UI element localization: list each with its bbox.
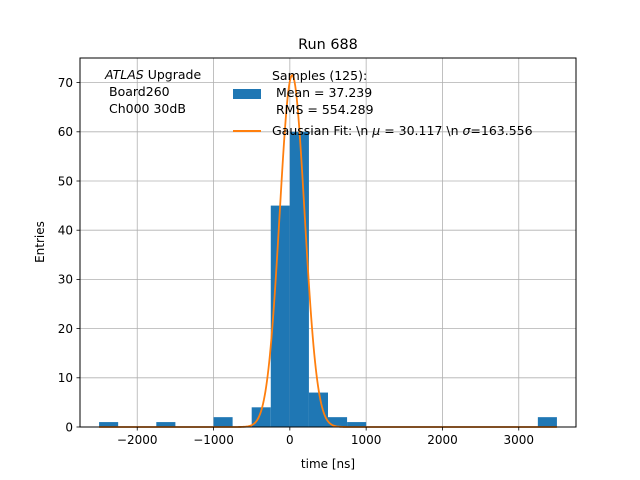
x-tick-label: 3000 [503, 433, 534, 447]
legend-fit-mu: μ [371, 123, 380, 138]
histogram-bar [308, 392, 328, 427]
annotation-channel: Ch000 30dB [109, 101, 186, 116]
legend-samples-line-3: RMS = 554.289 [276, 102, 374, 117]
y-tick-label: 40 [58, 224, 73, 238]
histogram-bars [99, 131, 557, 428]
x-tick-label: −1000 [193, 433, 234, 447]
y-tick-label: 30 [58, 273, 73, 287]
chart-title: Run 688 [298, 37, 358, 53]
y-tick-label: 0 [65, 420, 73, 434]
x-tick-label: 2000 [427, 433, 458, 447]
y-tick-label: 50 [58, 174, 73, 188]
y-tick-label: 70 [58, 76, 73, 90]
x-tick-label: 0 [286, 433, 294, 447]
atlas-annotation: ATLAS Upgrade Board260 Ch000 30dB [104, 67, 201, 116]
histogram-bar [270, 205, 290, 427]
y-tick-label: 20 [58, 322, 73, 336]
legend-fit-prefix: Gaussian Fit: \n [272, 123, 372, 138]
annotation-board: Board260 [109, 84, 170, 99]
legend-fit-sigma: σ [462, 123, 471, 138]
x-tick-label: −2000 [117, 433, 158, 447]
annotation-upgrade: Upgrade [144, 67, 202, 82]
histogram-bar [289, 131, 309, 428]
legend: Samples (125): Mean = 37.239 RMS = 554.2… [233, 68, 533, 138]
histogram-bar [99, 422, 119, 427]
x-tick-label: 1000 [351, 433, 382, 447]
annotation-line-1: ATLAS Upgrade [104, 67, 201, 82]
legend-fit-label: Gaussian Fit: \n μ = 30.117 \n σ=163.556 [272, 123, 533, 138]
histogram-bar [156, 422, 176, 427]
legend-swatch-samples [233, 89, 261, 99]
legend-fit-sigma-value: =163.556 [470, 123, 532, 138]
y-tick-label: 60 [58, 125, 73, 139]
y-tick-label: 10 [58, 371, 73, 385]
legend-samples-line-2: Mean = 37.239 [276, 85, 372, 100]
legend-fit-mu-value: = 30.117 \n [380, 123, 462, 138]
histogram-bar [213, 417, 233, 427]
legend-samples-line-1: Samples (125): [272, 68, 367, 83]
plot-frame [79, 57, 577, 428]
histogram-bar [537, 417, 557, 427]
histogram-bar [347, 422, 367, 427]
annotation-atlas: ATLAS [104, 67, 144, 82]
grid-layer [80, 58, 576, 428]
axis-ticks: −2000 −1000 0 1000 2000 3000 0 10 20 30 40 50 60 70 [58, 76, 534, 447]
x-axis-label: time [ns] [301, 457, 355, 471]
y-axis-label: Entries [33, 221, 47, 263]
histogram-bar [328, 417, 348, 427]
